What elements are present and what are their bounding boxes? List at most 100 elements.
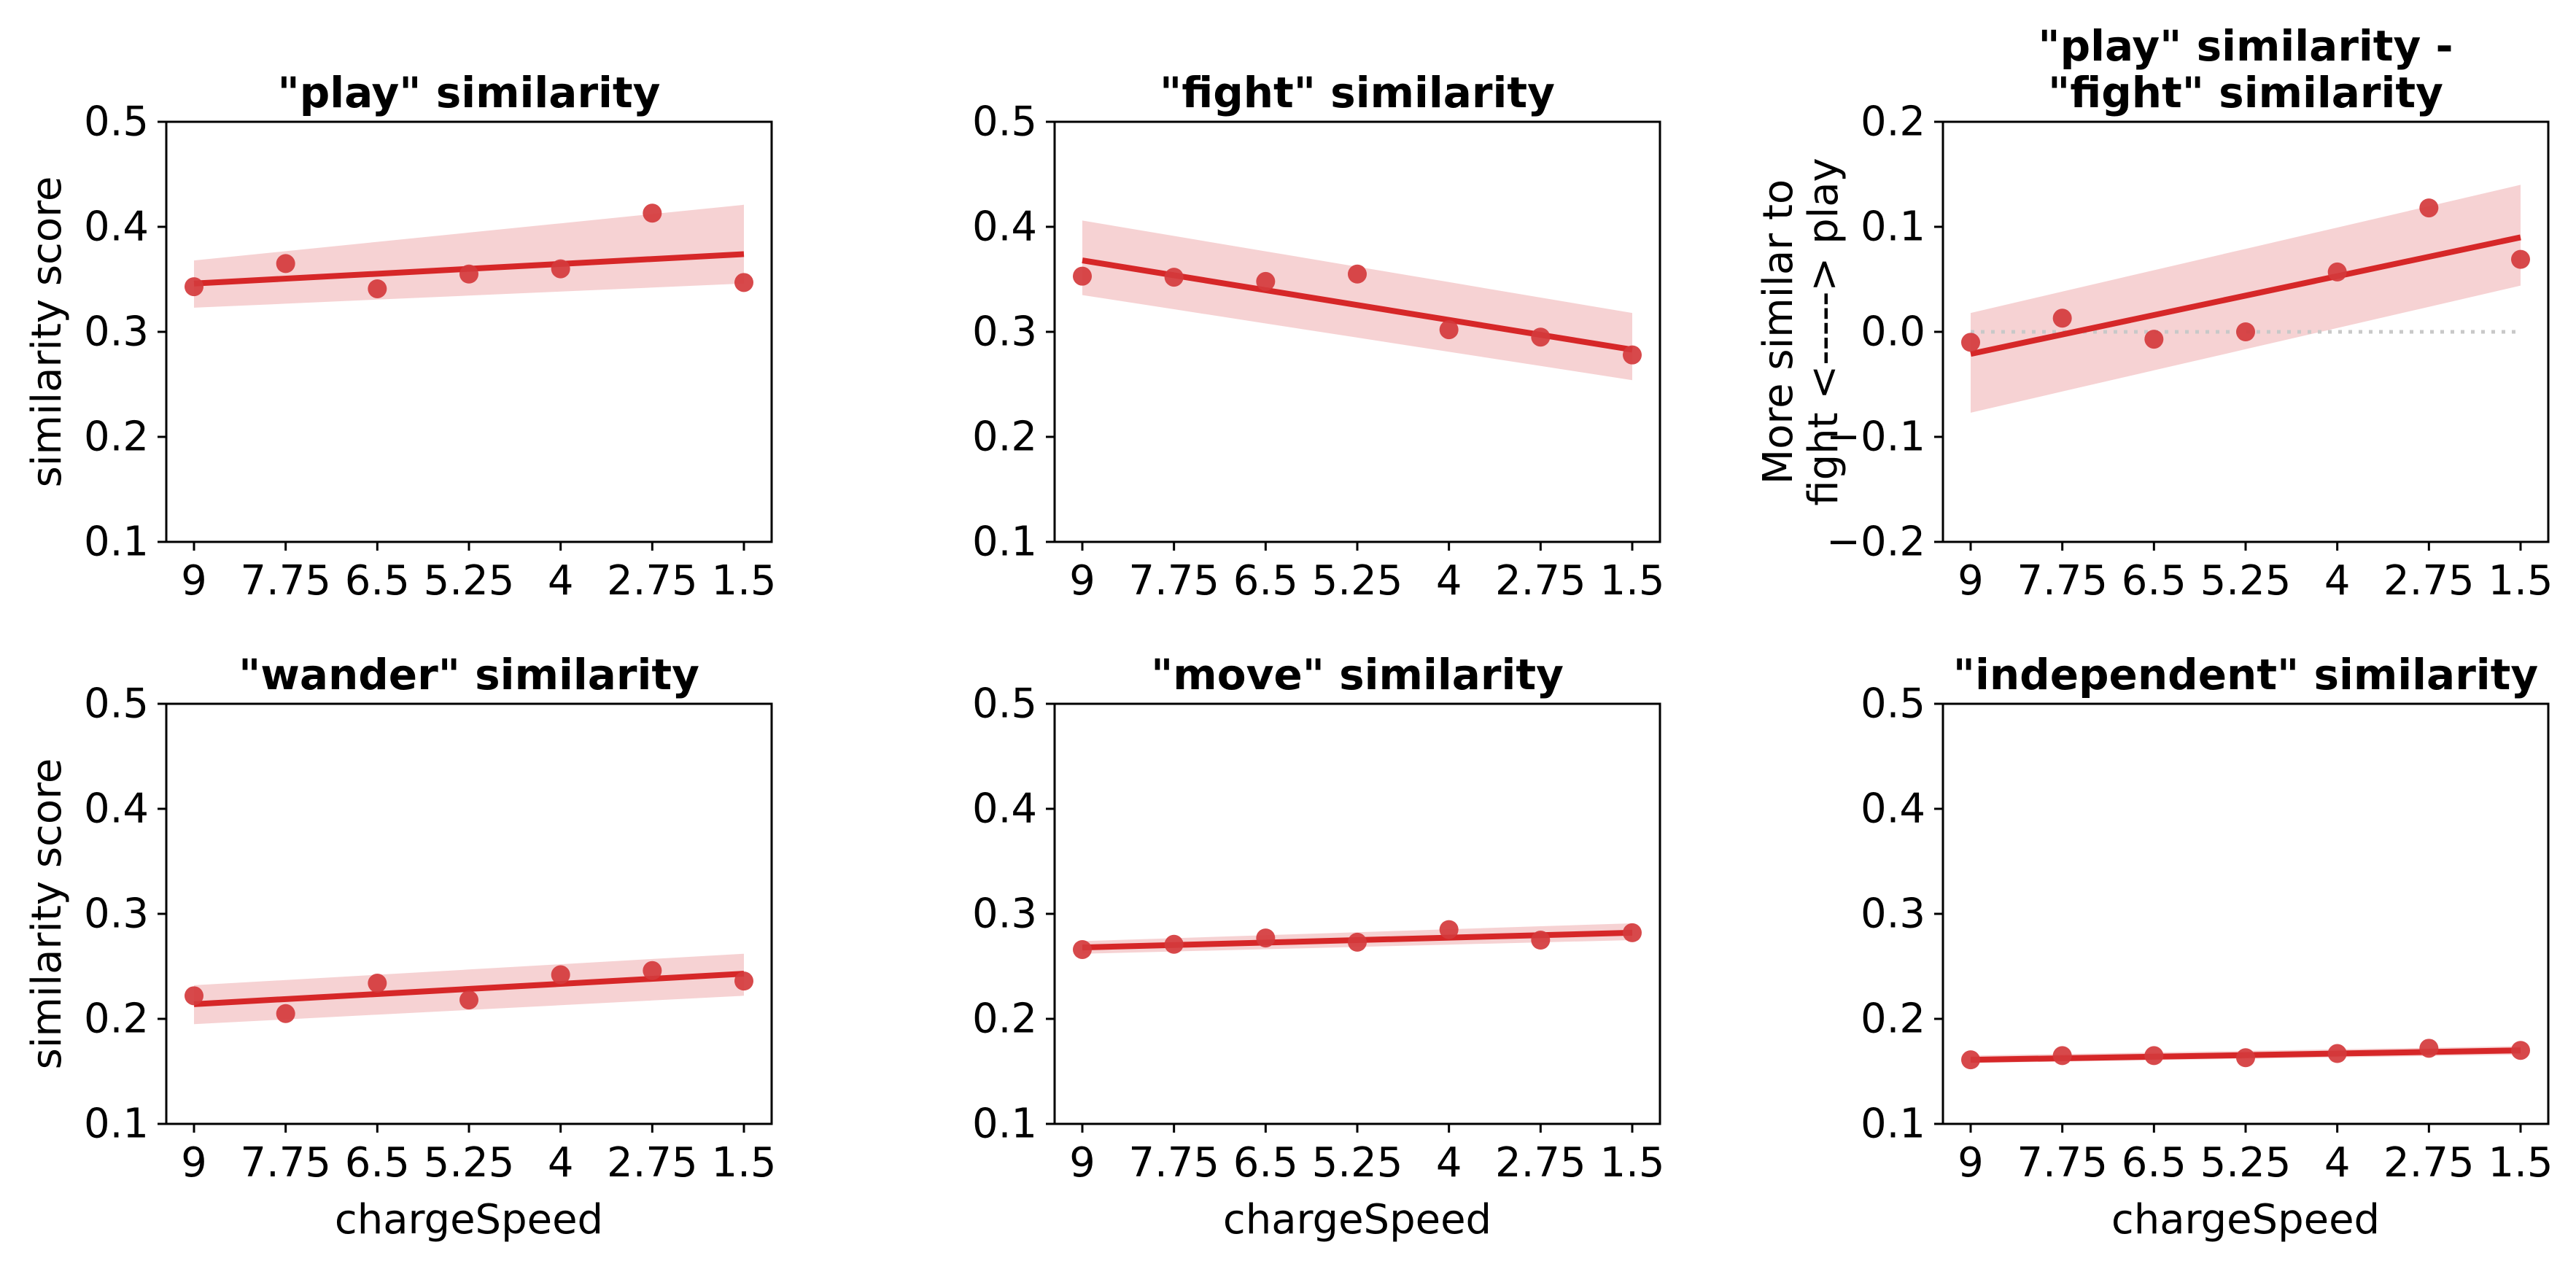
x-tick-label: 7.75 (2017, 557, 2108, 605)
data-point (276, 254, 295, 273)
y-tick-label: 0.0 (1861, 309, 1925, 356)
chart-panel-4: 0.1 0.2 0.3 0.4 0.5 9 7.75 6.5 5.25 4 2.75 1.5 "wand… (23, 650, 777, 1243)
data-point (2236, 322, 2255, 341)
x-tick-label: 1.5 (2488, 1139, 2553, 1187)
data-point (1961, 1050, 1980, 1070)
x-tick-label: 1.5 (711, 1139, 776, 1187)
axes-frame (1053, 702, 1661, 1125)
chart-panel-3: −0.2 −0.1 0.0 0.1 0.2 9 7.75 6.5 5.25 4 2.75 1.5 "pl… (1755, 21, 2553, 605)
data-point (734, 273, 753, 292)
y-tick-label: 0.2 (84, 414, 149, 461)
chart-panel-5: 0.1 0.2 0.3 0.4 0.5 9 7.75 6.5 5.25 4 2.75 1.5 "move… (972, 650, 1665, 1243)
data-point (734, 971, 753, 991)
chart-panel-6: 0.1 0.2 0.3 0.4 0.5 9 7.75 6.5 5.25 4 2.75 1.5 "inde… (1861, 650, 2553, 1243)
data-point (1348, 932, 1367, 952)
x-tick-label: 4 (2324, 1139, 2351, 1187)
data-point (2511, 249, 2530, 269)
data-point (1348, 264, 1367, 284)
y-tick-label: −0.2 (1826, 519, 1925, 566)
y-tick-label: 0.1 (1861, 203, 1925, 251)
x-axis-label: chargeSpeed (2111, 1196, 2380, 1243)
y-tick-label: 0.1 (972, 519, 1037, 566)
confidence-band (1971, 185, 2521, 413)
x-tick-label: 5.25 (1312, 1139, 1403, 1187)
x-tick-label: 6.5 (345, 1139, 410, 1187)
y-axis-label: similarity score (23, 176, 71, 488)
y-tick-label: 0.3 (972, 309, 1037, 356)
x-tick-label: 2.75 (607, 557, 698, 605)
y-tick-label: 0.1 (84, 1101, 149, 1148)
data-point (2419, 1039, 2439, 1058)
y-tick-label: 0.3 (84, 891, 149, 938)
data-point (643, 961, 662, 980)
panel-title: "play" similarity (278, 68, 661, 117)
y-tick-label: 0.2 (84, 996, 149, 1043)
confidence-band (1082, 220, 1632, 381)
y-tick-label: −0.1 (1826, 414, 1925, 461)
x-tick-label: 9 (1958, 1139, 1984, 1187)
x-tick-label: 2.75 (2383, 1139, 2475, 1187)
data-point (276, 1004, 295, 1023)
data-point (1164, 268, 1184, 287)
y-tick-label: 0.5 (84, 680, 149, 728)
data-point (185, 277, 203, 297)
x-tick-label: 4 (1436, 557, 1462, 605)
y-axis-label: similarity score (23, 758, 71, 1070)
data-point (643, 203, 662, 223)
x-tick-label: 4 (548, 1139, 574, 1187)
panel-title: "independent" similarity (1953, 650, 2538, 699)
x-axis-label: chargeSpeed (335, 1196, 603, 1243)
x-tick-label: 2.75 (2383, 557, 2475, 605)
data-point (1439, 320, 1459, 340)
x-tick-label: 7.75 (2017, 1139, 2108, 1187)
y-tick-label: 0.2 (1861, 98, 1925, 146)
x-tick-label: 5.25 (2200, 557, 2292, 605)
x-tick-label: 5.25 (424, 1139, 515, 1187)
panel-title: "move" similarity (1151, 650, 1564, 699)
y-tick-label: 0.2 (972, 996, 1037, 1043)
y-tick-label: 0.5 (972, 98, 1037, 146)
data-point (2236, 1048, 2255, 1068)
panel-title: "wander" similarity (238, 650, 699, 699)
data-point (368, 974, 387, 993)
confidence-band (194, 204, 744, 308)
x-tick-label: 2.75 (607, 1139, 698, 1187)
axes-frame (165, 120, 773, 543)
x-tick-label: 9 (181, 1139, 207, 1187)
regression-line (1970, 234, 2521, 357)
data-point (1961, 333, 1980, 352)
y-tick-label: 0.1 (972, 1101, 1037, 1148)
x-tick-label: 7.75 (240, 557, 331, 605)
data-point (2052, 1046, 2072, 1066)
data-point (368, 279, 387, 298)
chart-panel-2: 0.1 0.2 0.3 0.4 0.5 9 7.75 6.5 5.25 4 2.75 1.5 "figh… (972, 68, 1665, 605)
x-tick-label: 1.5 (1599, 557, 1664, 605)
x-tick-label: 4 (548, 557, 574, 605)
x-tick-label: 4 (2324, 557, 2351, 605)
data-point (2511, 1041, 2530, 1060)
data-point (2052, 309, 2072, 328)
x-tick-label: 9 (1958, 557, 1984, 605)
y-tick-label: 0.1 (84, 519, 149, 566)
y-axis-label: fight <-----> play (1800, 158, 1847, 505)
y-tick-label: 0.3 (972, 891, 1037, 938)
data-point (1073, 939, 1092, 959)
data-point (1531, 327, 1551, 347)
x-tick-label: 7.75 (1128, 557, 1219, 605)
y-tick-label: 0.2 (972, 414, 1037, 461)
x-tick-label: 7.75 (1128, 1139, 1219, 1187)
x-axis-label: chargeSpeed (1223, 1196, 1491, 1243)
data-point (1256, 928, 1276, 948)
x-tick-label: 6.5 (2122, 557, 2187, 605)
y-tick-label: 0.4 (1861, 785, 1925, 833)
y-tick-label: 0.4 (972, 785, 1037, 833)
y-tick-label: 0.3 (84, 309, 149, 356)
x-tick-label: 2.75 (1495, 1139, 1586, 1187)
y-axis-label: More similar to (1755, 179, 1802, 484)
x-tick-label: 1.5 (711, 557, 776, 605)
x-tick-label: 9 (1069, 557, 1095, 605)
x-tick-label: 1.5 (1599, 1139, 1664, 1187)
x-tick-label: 4 (1436, 1139, 1462, 1187)
y-tick-label: 0.4 (84, 203, 149, 251)
